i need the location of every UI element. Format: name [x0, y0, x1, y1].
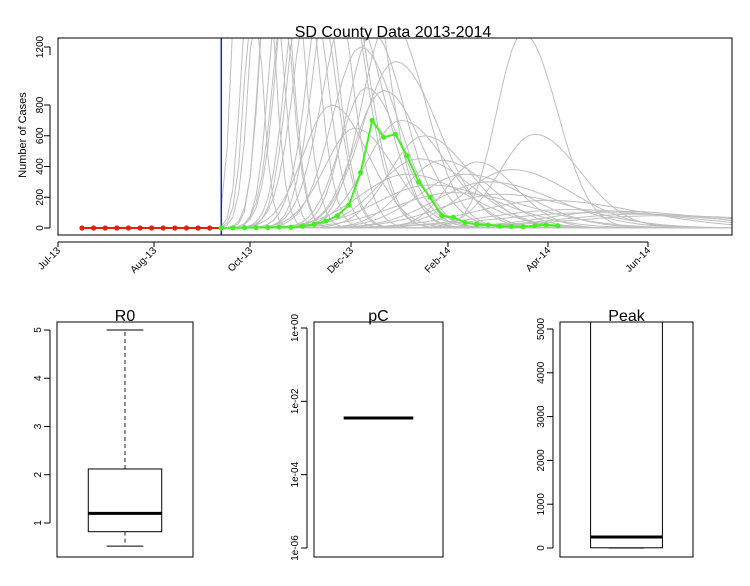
observed-forecast-point [508, 223, 515, 230]
y-tick-label: 3000 [536, 405, 547, 428]
boxplot-title: pC [368, 308, 388, 325]
observed-pre-forecast-point [125, 225, 132, 231]
observed-pre-forecast-point [79, 225, 85, 231]
y-axis-label: Number of Cases [17, 92, 29, 178]
y-tick-label: 400 [35, 158, 46, 175]
observed-pre-forecast-point [183, 225, 190, 231]
y-axis: 0 200 400 600 800 1200 [35, 35, 51, 231]
y-tick-label: 800 [35, 96, 46, 113]
observed-forecast-point [381, 134, 387, 140]
y-tick-label: 2 [33, 472, 44, 478]
boxplot-pc: pC 1e-06 1e-04 1e-02 1e+00 [290, 308, 444, 561]
observed-forecast-point [276, 224, 282, 230]
y-tick-label: 1e-02 [290, 388, 301, 414]
observed-forecast-point [485, 222, 491, 228]
y-tick-label: 1000 [536, 493, 547, 516]
x-tick-label: Feb-14 [423, 245, 453, 275]
observed-forecast-point [323, 218, 329, 224]
y-tick-label: 0 [35, 225, 46, 231]
observed-forecast-point [416, 179, 422, 185]
boxplot-frame [313, 321, 444, 558]
simulated-trajectories [220, 38, 732, 229]
observed-forecast-point [357, 170, 364, 176]
observed-forecast-point [404, 153, 410, 159]
y-tick-label: 1e-06 [290, 535, 301, 561]
observed-forecast-point [265, 224, 271, 230]
observed-pre-forecast-point [207, 225, 213, 231]
x-tick-label: Jul-13 [36, 245, 63, 272]
y-tick-label: 1e+00 [290, 314, 301, 343]
observed-forecast-point [218, 225, 224, 231]
y-tick-label: 1200 [35, 35, 46, 58]
x-tick-label: Jun-14 [624, 245, 654, 275]
plot-frame [57, 37, 733, 236]
observed-forecast-point [253, 224, 259, 231]
y-tick-label: 600 [35, 127, 46, 144]
y-tick-label: 4 [33, 375, 44, 381]
observed-pre-forecast-point [91, 225, 97, 231]
y-tick-label: 3 [33, 423, 44, 429]
observed-pre-forecast-point [114, 225, 120, 231]
boxplot-title: Peak [608, 308, 645, 325]
boxplot-title: R0 [115, 308, 136, 325]
y-tick-label: 1 [33, 520, 44, 526]
chart-title: SD County Data 2013-2014 [295, 24, 492, 41]
observed-forecast-point [543, 222, 549, 228]
observed-pre-forecast-point [137, 225, 143, 231]
epidemic-timeseries-panel: SD County Data 2013-2014 Number of Cases… [17, 24, 733, 276]
x-tick-label: Dec-13 [326, 245, 357, 276]
observed-forecast-point [532, 223, 538, 229]
observed-pre-forecast-point [160, 225, 166, 231]
observed-series [79, 38, 561, 235]
observed-forecast-point [311, 221, 317, 227]
x-tick-label: Apr-14 [524, 245, 553, 274]
boxplot-r0: R0 1 2 3 4 5 [33, 308, 194, 558]
observed-forecast-point [474, 221, 480, 227]
observed-pre-forecast-point [102, 225, 108, 231]
observed-forecast-point [450, 214, 457, 220]
simulated-trajectory [221, 104, 732, 229]
y-tick-label: 4000 [536, 361, 547, 384]
observed-forecast-point [241, 225, 248, 231]
y-tick-label: 200 [35, 188, 46, 205]
observed-pre-forecast-point [149, 225, 155, 231]
observed-pre-forecast-point [172, 225, 178, 231]
x-tick-label: Aug-13 [129, 245, 160, 276]
x-axis: Jul-13 Aug-13 Oct-13 Dec-13 Feb-14 Apr-14 Jun-… [36, 241, 654, 276]
observed-pre-forecast-point [195, 225, 201, 231]
observed-forecast-point [299, 223, 306, 229]
boxplot-peak: Peak 0 1000 2000 3000 4000 5000 [536, 308, 694, 558]
y-tick-label: 2000 [536, 449, 547, 472]
iqr-box [87, 468, 163, 533]
observed-forecast-point [369, 117, 375, 123]
iqr-box [590, 321, 663, 549]
observed-forecast-point [334, 213, 340, 219]
observed-forecast-point [392, 131, 398, 137]
simulated-trajectory [221, 87, 732, 229]
boxplot-frame [559, 321, 694, 558]
boxplot-frame [56, 321, 194, 558]
observed-forecast-point [288, 224, 294, 230]
y-tick-label: 1e-04 [290, 461, 301, 487]
y-tick-label: 0 [536, 545, 547, 551]
observed-forecast-point [346, 202, 352, 208]
y-tick-label: 5000 [536, 317, 547, 340]
observed-forecast-point [462, 220, 468, 226]
observed-forecast-point [427, 194, 433, 200]
observed-forecast-point [520, 224, 526, 230]
x-tick-label: Oct-13 [226, 245, 255, 274]
observed-forecast-point [555, 223, 561, 229]
observed-forecast-point [497, 223, 503, 229]
y-tick-label: 5 [33, 327, 44, 333]
observed-forecast-point [439, 213, 445, 219]
observed-forecast-point [230, 225, 236, 231]
simulated-trajectory [221, 89, 732, 229]
